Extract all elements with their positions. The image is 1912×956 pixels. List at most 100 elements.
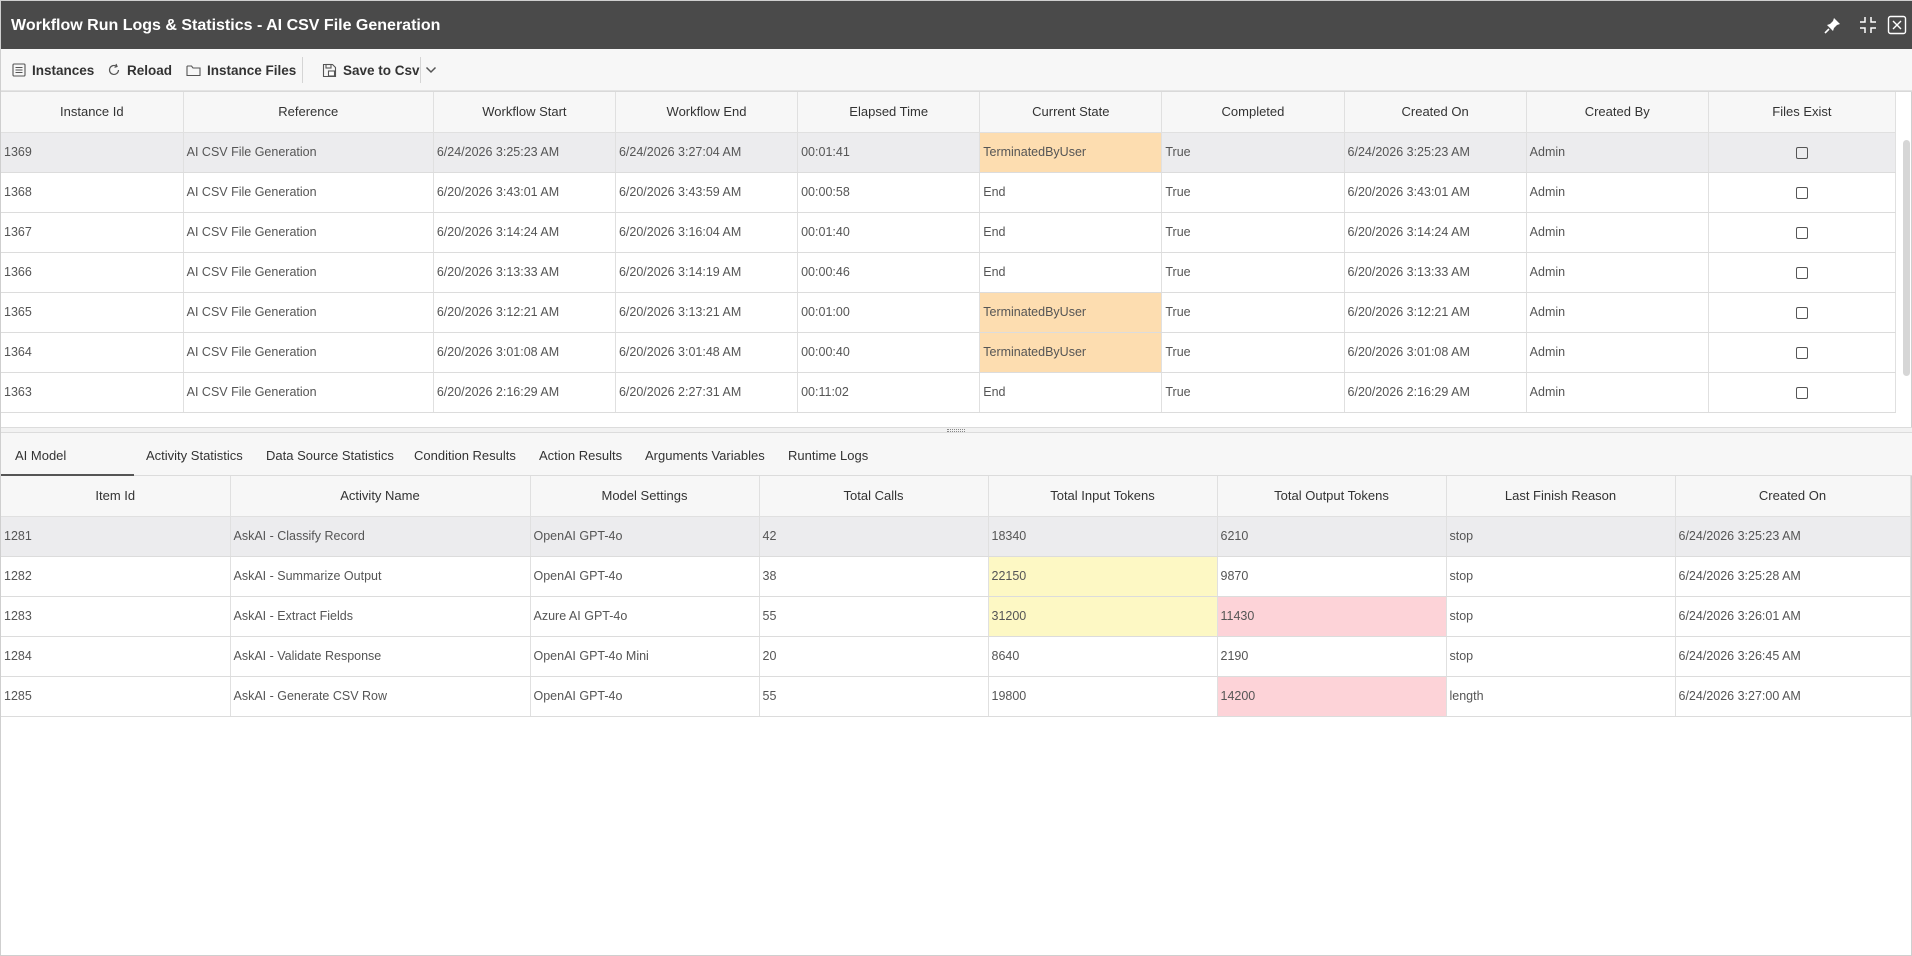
column-header[interactable]: Created On <box>1344 92 1527 133</box>
column-header[interactable]: Created On <box>1675 476 1911 517</box>
instances-grid: Instance Id Reference Workflow Start Workfl… <box>1 91 1912 427</box>
statistics-tabs: AI Model Statistics Activity Statistics … <box>1 433 1912 509</box>
instance-row[interactable]: 1366 AI CSV File Generation 6/20/2026 3:13… <box>1 252 1897 293</box>
cell-files-exist <box>1708 292 1897 333</box>
cell-start: 6/20/2026 2:16:29 AM <box>433 372 616 413</box>
files-exist-checkbox[interactable] <box>1795 306 1808 319</box>
column-header[interactable]: Activity Name <box>230 476 531 517</box>
column-header[interactable]: Completed <box>1161 92 1345 133</box>
cell-elapsed: 00:01:41 <box>797 132 981 173</box>
cell-model: OpenAI GPT-4o <box>530 516 760 557</box>
stats-row[interactable]: 1284 AskAI - Validate Response OpenAI GPT-… <box>1 636 1911 677</box>
column-header[interactable]: Files Exist <box>1708 92 1897 133</box>
stats-row[interactable]: 1285 AskAI - Generate CSV Row OpenAI GPT-4… <box>1 676 1911 717</box>
tab-runtime-logs[interactable]: Runtime Logs <box>788 448 869 463</box>
cell-state: TerminatedByUser <box>979 292 1163 333</box>
tab-activity-statistics[interactable]: Activity Statistics <box>146 448 243 463</box>
files-exist-checkbox[interactable] <box>1795 346 1808 359</box>
tab-action-results[interactable]: Action Results <box>539 448 623 463</box>
files-exist-checkbox[interactable] <box>1795 226 1808 239</box>
cell-output-tokens: 9870 <box>1217 556 1447 597</box>
column-header[interactable]: Total Calls <box>759 476 989 517</box>
cell-created-by: Admin <box>1526 252 1709 293</box>
cell-finish: stop <box>1446 596 1676 637</box>
cell-end: 6/20/2026 3:16:04 AM <box>615 212 799 253</box>
cell-model: OpenAI GPT-4o Mini <box>530 636 760 677</box>
cell-state: End <box>979 252 1163 293</box>
tab-arguments-variables[interactable]: Arguments Variables <box>645 448 765 463</box>
collapse-icon[interactable] <box>1856 13 1880 37</box>
instance-row[interactable]: 1368 AI CSV File Generation 6/20/2026 3:43… <box>1 172 1897 213</box>
tab-condition-results[interactable]: Condition Results <box>414 448 516 463</box>
files-exist-checkbox[interactable] <box>1795 266 1808 279</box>
reload-button[interactable]: Reload <box>107 49 172 91</box>
stats-row[interactable]: 1282 AskAI - Summarize Output OpenAI GPT-4… <box>1 556 1911 597</box>
reload-icon <box>108 63 120 76</box>
save-csv-icon <box>322 63 337 77</box>
vertical-scrollbar[interactable] <box>1903 140 1910 376</box>
cell-input-tokens: 8640 <box>988 636 1218 677</box>
instance-row[interactable]: 1367 AI CSV File Generation 6/20/2026 3:14… <box>1 212 1897 253</box>
window-title: Workflow Run Logs & Statistics - AI CSV … <box>11 17 441 34</box>
column-header[interactable]: Item Id <box>1 476 231 517</box>
instances-button[interactable]: Instances <box>12 49 94 91</box>
files-exist-checkbox[interactable] <box>1795 146 1808 159</box>
instance-row[interactable]: 1364 AI CSV File Generation 6/20/2026 3:01… <box>1 332 1897 373</box>
close-icon[interactable] <box>1885 13 1909 37</box>
cell-model: OpenAI GPT-4o <box>530 556 760 597</box>
column-header[interactable]: Model Settings <box>530 476 760 517</box>
cell-elapsed: 00:00:40 <box>797 332 981 373</box>
cell-created-by: Admin <box>1526 332 1709 373</box>
cell-files-exist <box>1708 252 1897 293</box>
cell-reference: AI CSV File Generation <box>183 292 434 333</box>
cell-created-on: 6/20/2026 3:43:01 AM <box>1344 172 1527 213</box>
stats-row[interactable]: 1283 AskAI - Extract Fields Azure AI GPT-4… <box>1 596 1911 637</box>
cell-finish: length <box>1446 676 1676 717</box>
cell-created-on: 6/24/2026 3:26:45 AM <box>1675 636 1911 677</box>
instance-row[interactable]: 1369 AI CSV File Generation 6/24/2026 3:25… <box>1 132 1897 173</box>
cell-id: 1363 <box>1 372 184 413</box>
column-header[interactable]: Workflow Start <box>433 92 616 133</box>
splitter-grip-icon <box>947 429 965 432</box>
cell-id: 1366 <box>1 252 184 293</box>
pin-icon[interactable] <box>1821 13 1845 37</box>
stats-row[interactable]: 1281 AskAI - Classify Record OpenAI GPT-4o… <box>1 516 1911 557</box>
column-header[interactable]: Workflow End <box>615 92 799 133</box>
save-to-csv-button[interactable]: Save to Csv <box>322 49 420 91</box>
list-icon <box>12 63 26 77</box>
column-header[interactable]: Total Input Tokens <box>988 476 1218 517</box>
pane-splitter[interactable] <box>1 427 1912 433</box>
cell-files-exist <box>1708 172 1897 213</box>
cell-start: 6/20/2026 3:43:01 AM <box>433 172 616 213</box>
save-options-dropdown[interactable] <box>425 49 437 91</box>
cell-state: End <box>979 172 1163 213</box>
cell-end: 6/20/2026 3:14:19 AM <box>615 252 799 293</box>
cell-item-id: 1282 <box>1 556 231 597</box>
column-header[interactable]: Reference <box>183 92 434 133</box>
cell-reference: AI CSV File Generation <box>183 172 434 213</box>
column-header[interactable]: Instance Id <box>1 92 184 133</box>
cell-state: TerminatedByUser <box>979 132 1163 173</box>
tab-ai-model-statistics[interactable]: AI Model Statistics <box>1 433 134 509</box>
column-header[interactable]: Created By <box>1526 92 1709 133</box>
cell-finish: stop <box>1446 636 1676 677</box>
tab-data-source-statistics[interactable]: Data Source Statistics <box>266 448 394 463</box>
instance-row[interactable]: 1363 AI CSV File Generation 6/20/2026 2:16… <box>1 372 1897 413</box>
cell-completed: True <box>1161 332 1345 373</box>
cell-state: End <box>979 212 1163 253</box>
column-header[interactable]: Last Finish Reason <box>1446 476 1676 517</box>
cell-reference: AI CSV File Generation <box>183 332 434 373</box>
instance-row[interactable]: 1365 AI CSV File Generation 6/20/2026 3:12… <box>1 292 1897 333</box>
cell-elapsed: 00:00:46 <box>797 252 981 293</box>
cell-created-on: 6/24/2026 3:25:28 AM <box>1675 556 1911 597</box>
cell-elapsed: 00:00:58 <box>797 172 981 213</box>
cell-start: 6/20/2026 3:13:33 AM <box>433 252 616 293</box>
files-exist-checkbox[interactable] <box>1795 386 1808 399</box>
title-bar: Workflow Run Logs & Statistics - AI CSV … <box>1 1 1912 49</box>
instance-files-button[interactable]: Instance Files <box>186 49 296 91</box>
files-exist-checkbox[interactable] <box>1795 186 1808 199</box>
cell-calls: 20 <box>759 636 989 677</box>
column-header[interactable]: Total Output Tokens <box>1217 476 1447 517</box>
column-header[interactable]: Elapsed Time <box>797 92 981 133</box>
column-header[interactable]: Current State <box>979 92 1163 133</box>
